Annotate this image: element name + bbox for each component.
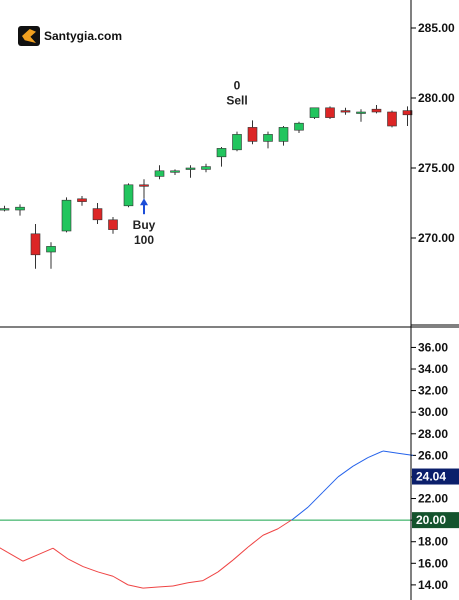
candle-body xyxy=(371,108,382,113)
rsi-tick-label: 34.00 xyxy=(418,362,448,376)
rsi-line-segment xyxy=(7,552,24,562)
rsi-tick-label: 28.00 xyxy=(418,427,448,441)
sell-label: Sell xyxy=(226,94,247,108)
rsi-line-segment xyxy=(322,476,339,493)
buy-label: Buy xyxy=(133,218,156,232)
candle-body xyxy=(108,219,118,230)
reference-value-label: 20.00 xyxy=(416,513,446,527)
rsi-line-segment xyxy=(52,547,69,560)
rsi-tick-label: 16.00 xyxy=(418,556,448,570)
rsi-line-segment xyxy=(187,580,204,584)
brand-logo: Santygia.com xyxy=(18,26,122,46)
rsi-line-segment xyxy=(97,571,114,577)
price-tick-label: 270.00 xyxy=(418,231,455,245)
candle-body xyxy=(309,107,320,118)
sell-quantity: 0 xyxy=(234,79,241,93)
price-tick-label: 285.00 xyxy=(418,21,455,35)
current-value-label: 24.04 xyxy=(416,470,446,484)
rsi-line-segment xyxy=(22,554,39,562)
candle-body xyxy=(123,184,134,207)
rsi-line-segment xyxy=(0,547,9,553)
candle-body xyxy=(340,110,351,113)
rsi-pane: 14.0016.0018.0020.0022.0024.0026.0028.00… xyxy=(0,340,459,592)
rsi-line-segment xyxy=(382,450,399,454)
rsi-line-segment xyxy=(232,546,249,561)
candle-body xyxy=(278,127,289,142)
rsi-line-segment xyxy=(67,558,84,567)
price-tick-label: 275.00 xyxy=(418,161,455,175)
candle-body xyxy=(294,122,304,131)
candle-body xyxy=(170,170,180,173)
candle-body xyxy=(30,233,41,256)
rsi-line-segment xyxy=(307,491,324,508)
candle-body xyxy=(46,246,56,253)
candle-body xyxy=(356,111,366,114)
price-tick-label: 280.00 xyxy=(418,91,455,105)
rsi-line-segment xyxy=(247,534,264,548)
candle-body xyxy=(185,167,196,170)
candle-body xyxy=(61,199,72,232)
rsi-line-segment xyxy=(337,465,354,478)
candle-body xyxy=(92,208,103,221)
candle-body xyxy=(0,208,10,211)
rsi-line-segment xyxy=(277,519,292,530)
reference-value-box xyxy=(412,512,459,529)
candle-body xyxy=(387,111,397,127)
rsi-line-segment xyxy=(37,547,54,556)
rsi-tick-label: 36.00 xyxy=(418,340,448,354)
rsi-tick-label: 14.00 xyxy=(418,578,448,592)
rsi-line-segment xyxy=(262,528,279,536)
buy-quantity: 100 xyxy=(134,233,154,247)
candle-body xyxy=(232,134,242,151)
rsi-line-segment xyxy=(352,457,369,467)
candle-body xyxy=(247,127,258,142)
rsi-line-segment xyxy=(202,571,219,582)
candle-body xyxy=(77,198,87,202)
rsi-line-segment xyxy=(292,506,309,520)
rsi-line-segment xyxy=(82,566,99,573)
current-value-box xyxy=(412,468,459,485)
rsi-line-segment xyxy=(112,575,129,586)
rsi-line-segment xyxy=(127,584,144,589)
buy-arrowhead-icon xyxy=(140,198,148,206)
rsi-line-segment xyxy=(217,559,234,573)
santygia-logo-icon xyxy=(18,26,40,46)
rsi-line-segment xyxy=(172,582,189,587)
rsi-line-segment xyxy=(142,586,159,589)
rsi-line-segment xyxy=(291,518,294,521)
rsi-tick-label: 18.00 xyxy=(418,535,448,549)
brand-name: Santygia.com xyxy=(44,29,123,43)
candle-body xyxy=(263,134,273,142)
rsi-tick-label: 30.00 xyxy=(418,405,448,419)
candle-body xyxy=(139,184,149,187)
candle-body xyxy=(154,170,165,177)
candle-body xyxy=(15,206,25,211)
rsi-tick-label: 22.00 xyxy=(418,492,448,506)
candle-body xyxy=(216,148,227,158)
candle-body xyxy=(201,166,211,170)
rsi-tick-label: 26.00 xyxy=(418,448,448,462)
candle-body xyxy=(402,110,413,116)
rsi-line-segment xyxy=(157,585,174,588)
rsi-tick-label: 32.00 xyxy=(418,384,448,398)
candle-body xyxy=(325,107,335,118)
rsi-line-segment xyxy=(367,450,384,458)
